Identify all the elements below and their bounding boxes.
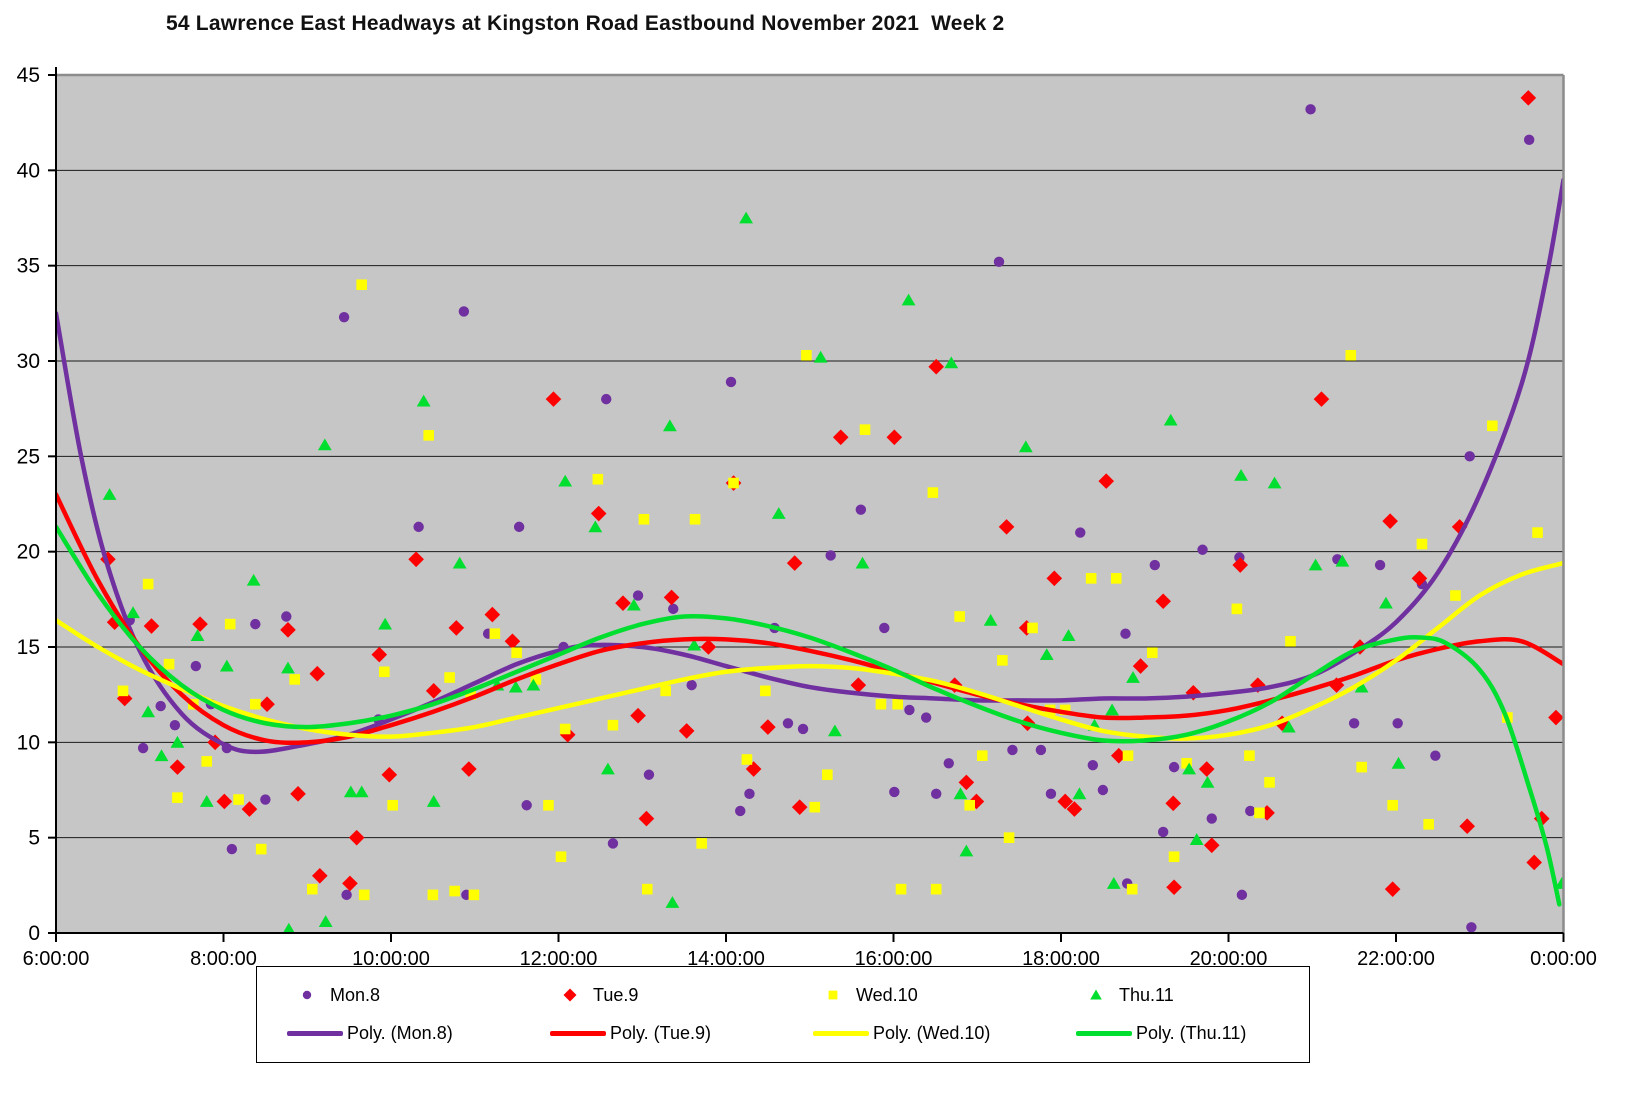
trendline-swatch-icon	[813, 1031, 869, 1037]
x-tick-label: 8:00:00	[190, 948, 257, 970]
trendline-polythu11	[56, 524, 1562, 907]
trendline-swatch-icon	[550, 1031, 606, 1037]
x-tick-label: 10:00:00	[352, 948, 430, 970]
y-tick-label: 35	[17, 255, 40, 278]
trendline-polymon8	[56, 177, 1564, 755]
x-tick-label: 22:00:00	[1357, 948, 1435, 970]
triangle-marker-icon	[1090, 989, 1102, 1000]
y-tick-label: 5	[28, 827, 40, 850]
y-axis-ticks: 0 5 10 15 20 25 30 35 40 45	[17, 64, 56, 945]
legend-label: Wed.10	[856, 984, 918, 1005]
chart-title: 54 Lawrence East Headways at Kingston Ro…	[166, 12, 1005, 35]
legend-item-polymon8: Poly. (Mon.8)	[257, 1023, 520, 1044]
legend-row-series: Mon.8 Tue.9 Wed.10 Thu.11	[257, 985, 1309, 1006]
diamond-marker-icon	[563, 988, 577, 1002]
legend-row-poly: Poly. (Mon.8) Poly. (Tue.9) Poly. (Wed.10)…	[257, 1023, 1309, 1044]
trendline-polytue9	[56, 492, 1564, 746]
x-tick-label: 18:00:00	[1022, 948, 1100, 970]
legend-item-wed10: Wed.10	[783, 985, 1046, 1006]
circle-marker-icon	[302, 990, 312, 1000]
x-tick-label: 16:00:00	[855, 948, 933, 970]
legend-label: Tue.9	[593, 984, 639, 1005]
trendlines-layer	[56, 177, 1564, 907]
plot-area	[56, 75, 1564, 933]
square-marker-icon	[828, 990, 838, 1000]
x-tick-label: 6:00:00	[23, 948, 90, 970]
series-thu11	[102, 211, 1564, 934]
legend-label: Mon.8	[330, 984, 381, 1005]
x-tick-label: 14:00:00	[687, 948, 765, 970]
y-tick-label: 40	[17, 159, 40, 182]
y-tick-label: 45	[17, 64, 40, 87]
x-axis-ticks: 6:00:00 8:00:00 10:00:00 12:00:00 14:00:00 16…	[23, 933, 1597, 970]
legend-label: Poly. (Mon.8)	[347, 1023, 453, 1044]
legend-item-tue9: Tue.9	[520, 985, 783, 1006]
legend-label: Thu.11	[1119, 984, 1174, 1005]
y-tick-label: 0	[28, 922, 40, 945]
legend-box: Mon.8 Tue.9 Wed.10 Thu.11 Poly. (Mon.8) Poly…	[256, 966, 1310, 1063]
y-tick-label: 25	[17, 445, 40, 468]
legend-item-mon8: Mon.8	[257, 985, 520, 1006]
legend-label: Poly. (Thu.11)	[1136, 1023, 1247, 1044]
x-tick-label: 0:00:00	[1530, 948, 1597, 970]
y-tick-label: 30	[17, 350, 40, 373]
x-tick-label: 12:00:00	[520, 948, 598, 970]
trendline-swatch-icon	[287, 1031, 343, 1037]
series-mon8	[124, 104, 1535, 933]
y-tick-label: 10	[17, 731, 40, 754]
legend-item-polytue9: Poly. (Tue.9)	[520, 1023, 783, 1044]
y-tick-label: 15	[17, 636, 40, 659]
series-wed10	[117, 279, 1543, 901]
legend-item-polythu11: Poly. (Thu.11)	[1046, 1023, 1309, 1044]
legend-item-thu11: Thu.11	[1046, 985, 1309, 1006]
y-tick-label: 20	[17, 541, 40, 564]
legend-item-polywed10: Poly. (Wed.10)	[783, 1023, 1046, 1044]
trendline-swatch-icon	[1076, 1031, 1132, 1037]
legend-label: Poly. (Wed.10)	[873, 1023, 991, 1044]
x-tick-label: 20:00:00	[1190, 948, 1268, 970]
legend-label: Poly. (Tue.9)	[610, 1023, 712, 1044]
